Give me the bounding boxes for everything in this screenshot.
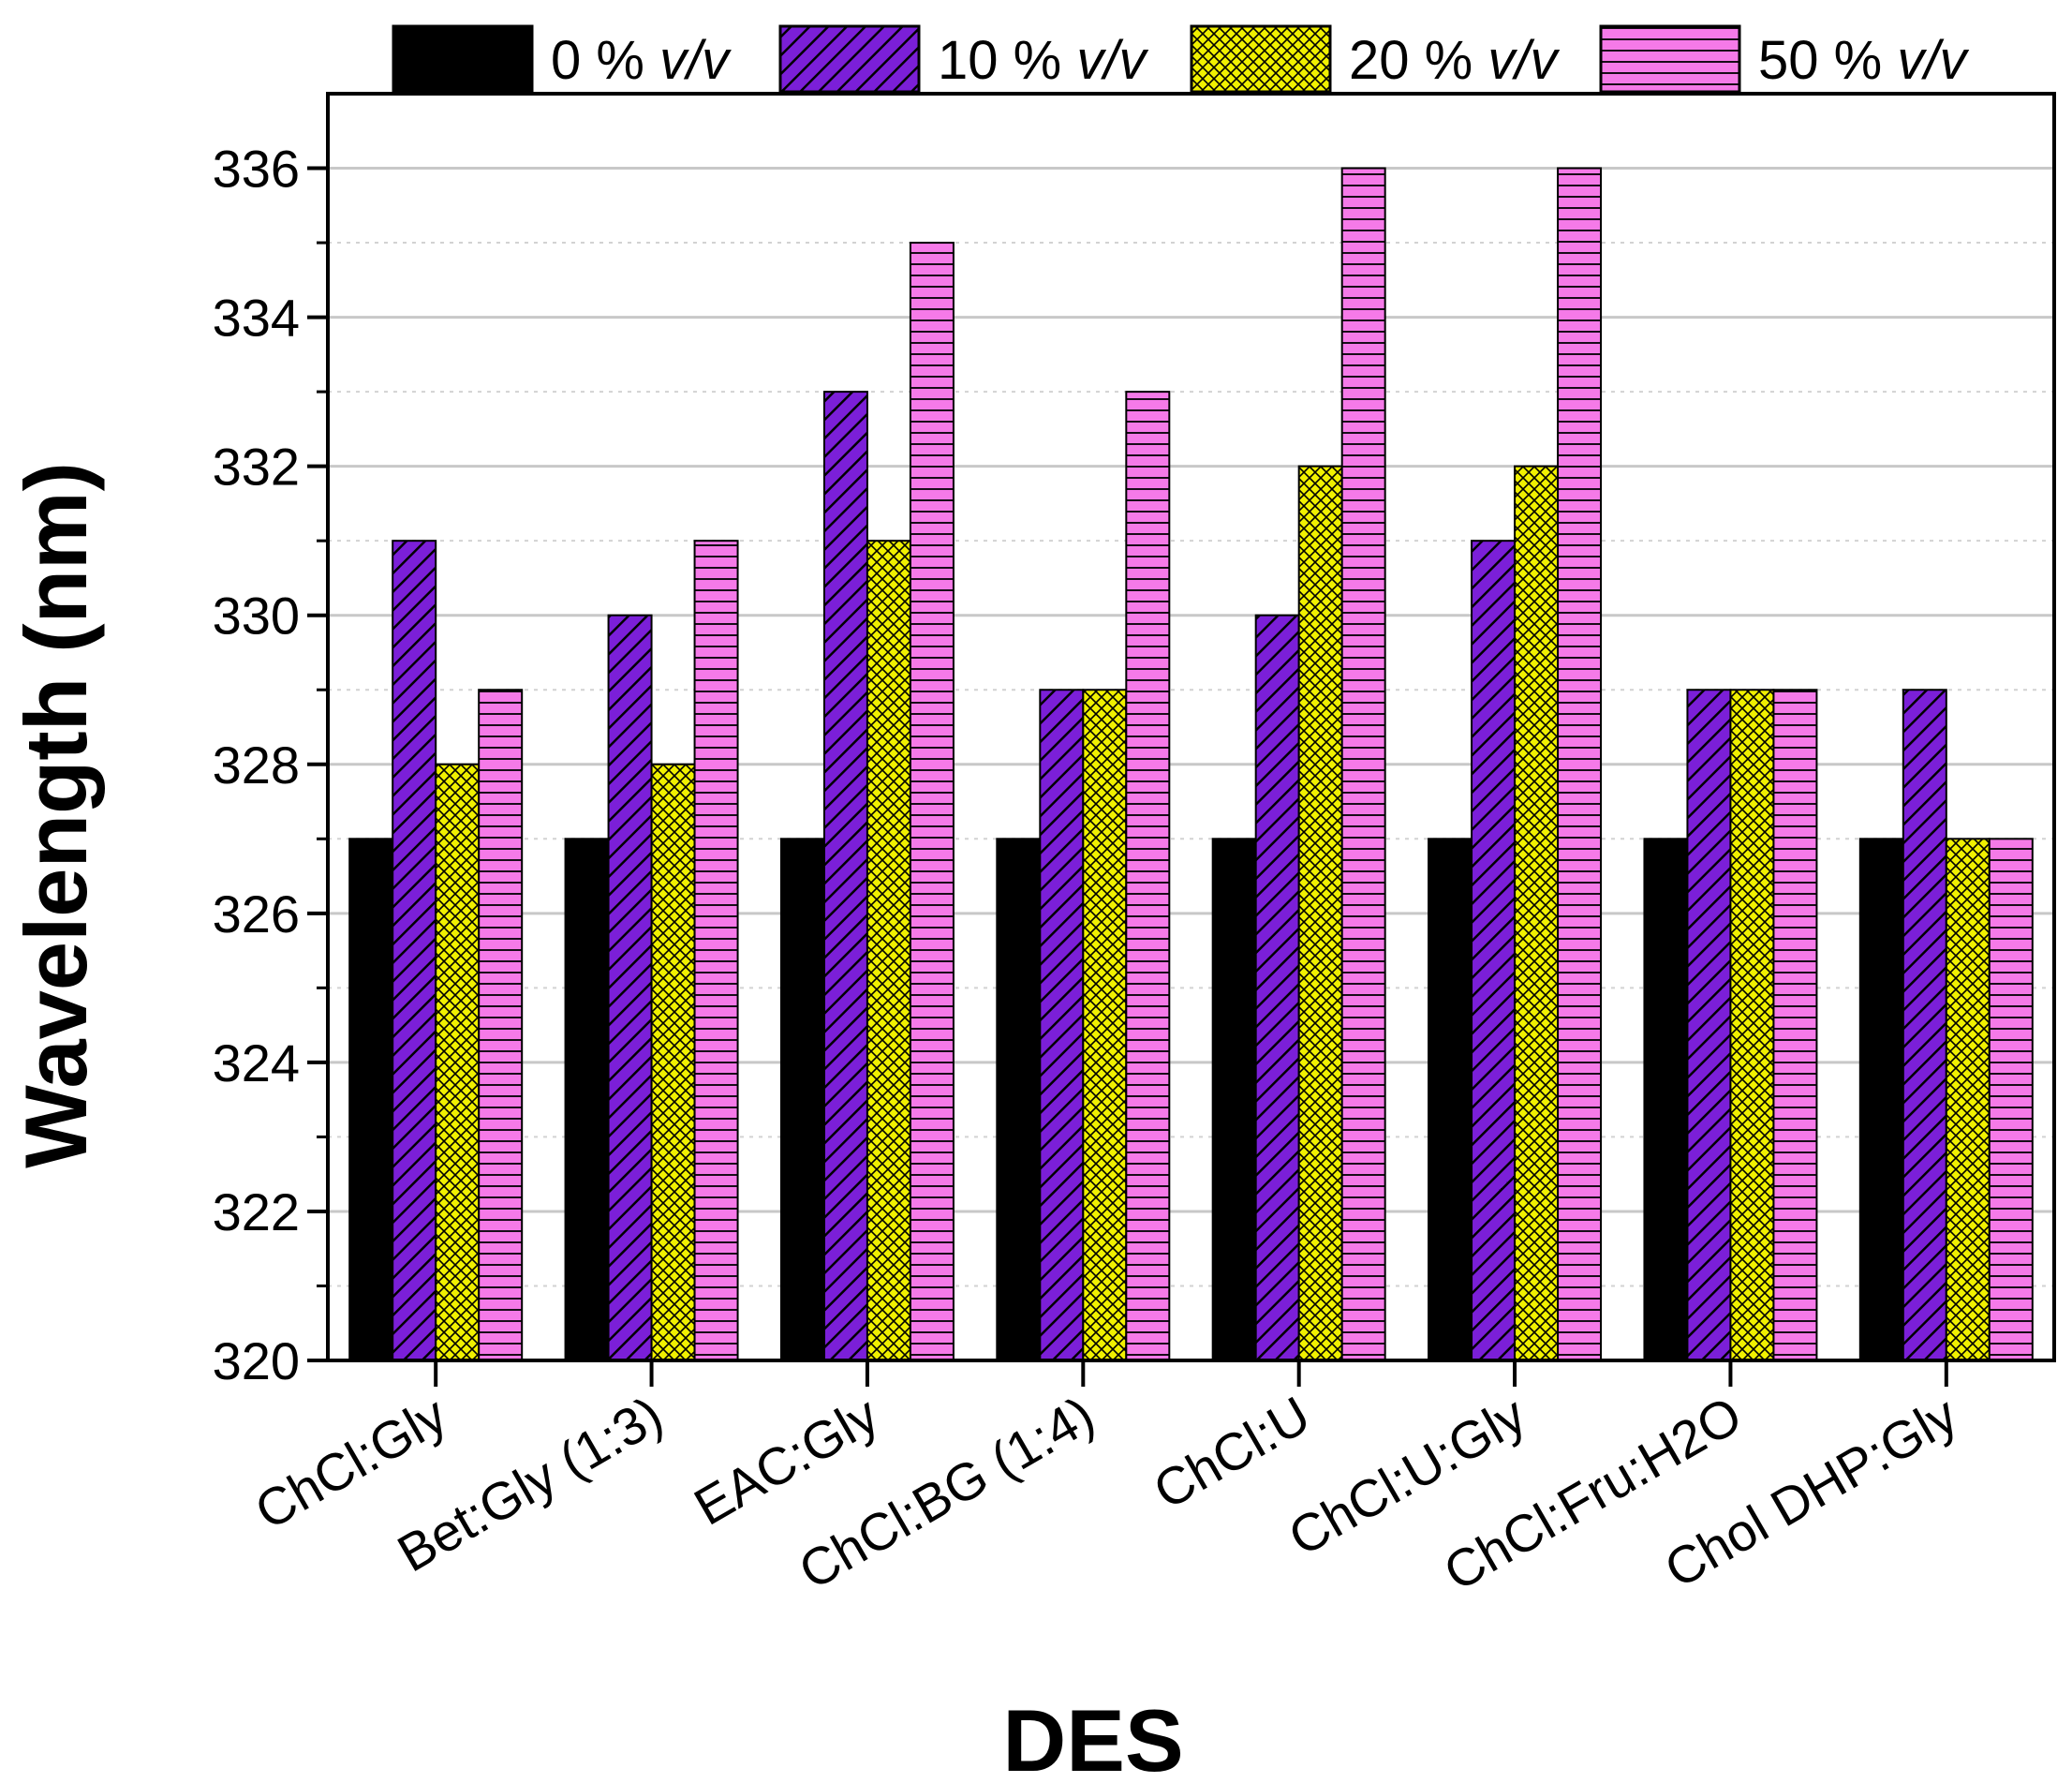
y-tick-label: 334 xyxy=(213,289,300,348)
legend-label: 50 % v/v xyxy=(1758,30,1969,91)
bar-2-6 xyxy=(1729,689,1775,1361)
x-axis-title: DES xyxy=(1002,1691,1183,1783)
bar-1-7 xyxy=(1902,689,1947,1361)
legend-label: 10 % v/v xyxy=(938,30,1148,91)
bar-0-5 xyxy=(1428,838,1473,1361)
y-axis-title: Wavelength (nm) xyxy=(7,462,105,1168)
bar-3-1 xyxy=(693,540,739,1361)
bar-3-4 xyxy=(1340,167,1386,1361)
bar-1-2 xyxy=(822,391,868,1361)
bar-0-2 xyxy=(779,838,825,1361)
bar-2-7 xyxy=(1945,838,1991,1361)
y-tick-label: 320 xyxy=(213,1331,300,1390)
legend-label: 0 % v/v xyxy=(551,30,732,91)
bar-2-5 xyxy=(1514,465,1560,1362)
y-tick-label: 336 xyxy=(213,140,300,199)
bar-3-0 xyxy=(478,689,524,1361)
bar-0-4 xyxy=(1211,838,1257,1361)
legend-swatch xyxy=(778,24,921,94)
bar-1-1 xyxy=(607,614,653,1361)
y-tick-label: 326 xyxy=(213,884,300,944)
bar-1-5 xyxy=(1471,540,1517,1361)
bar-2-1 xyxy=(650,763,696,1361)
legend: 0 % v/v 10 % v/v 20 % v/v 50 % v/v xyxy=(392,24,1969,94)
legend-swatch xyxy=(1599,24,1741,94)
x-tick-label: ChCl:U xyxy=(1144,1385,1320,1521)
bar-1-4 xyxy=(1254,614,1300,1361)
bar-2-2 xyxy=(866,540,911,1361)
bar-1-6 xyxy=(1686,689,1732,1361)
bar-0-6 xyxy=(1643,838,1689,1361)
bar-3-5 xyxy=(1557,167,1603,1361)
bar-3-3 xyxy=(1125,391,1171,1361)
y-tick-label: 328 xyxy=(213,735,300,795)
bar-2-3 xyxy=(1082,689,1128,1361)
plot-frame xyxy=(326,92,2056,1362)
y-tick-label: 332 xyxy=(213,438,300,497)
bar-1-0 xyxy=(392,540,437,1361)
bar-0-7 xyxy=(1858,838,1904,1361)
legend-label: 20 % v/v xyxy=(1349,30,1560,91)
bar-2-0 xyxy=(435,763,481,1361)
bar-3-6 xyxy=(1772,689,1818,1361)
bar-1-3 xyxy=(1039,689,1085,1361)
bar-2-4 xyxy=(1297,465,1343,1362)
bar-0-1 xyxy=(564,838,610,1361)
y-tick-label: 330 xyxy=(213,587,300,646)
bar-3-7 xyxy=(1988,838,2034,1361)
bar-0-0 xyxy=(348,838,394,1361)
legend-swatch xyxy=(1190,24,1332,94)
y-tick-label: 322 xyxy=(213,1182,300,1241)
legend-swatch xyxy=(392,24,534,94)
bar-0-3 xyxy=(996,838,1042,1361)
bar-3-2 xyxy=(909,242,955,1361)
y-tick-label: 324 xyxy=(213,1033,300,1092)
bars xyxy=(348,167,2034,1362)
